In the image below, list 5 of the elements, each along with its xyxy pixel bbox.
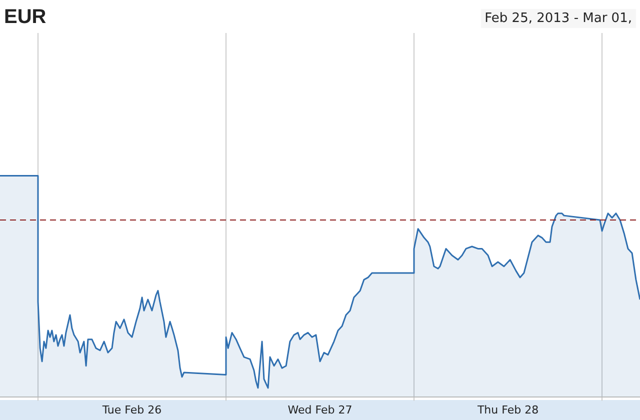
x-tick-label: Wed Feb 27: [288, 403, 352, 416]
x-tick-label: Thu Feb 28: [476, 403, 539, 416]
chart-title: EUR: [4, 6, 46, 29]
chart-subtitle: Feb 25, 2013 - Mar 01,: [480, 9, 636, 28]
x-tick-label: Tue Feb 26: [101, 403, 162, 416]
